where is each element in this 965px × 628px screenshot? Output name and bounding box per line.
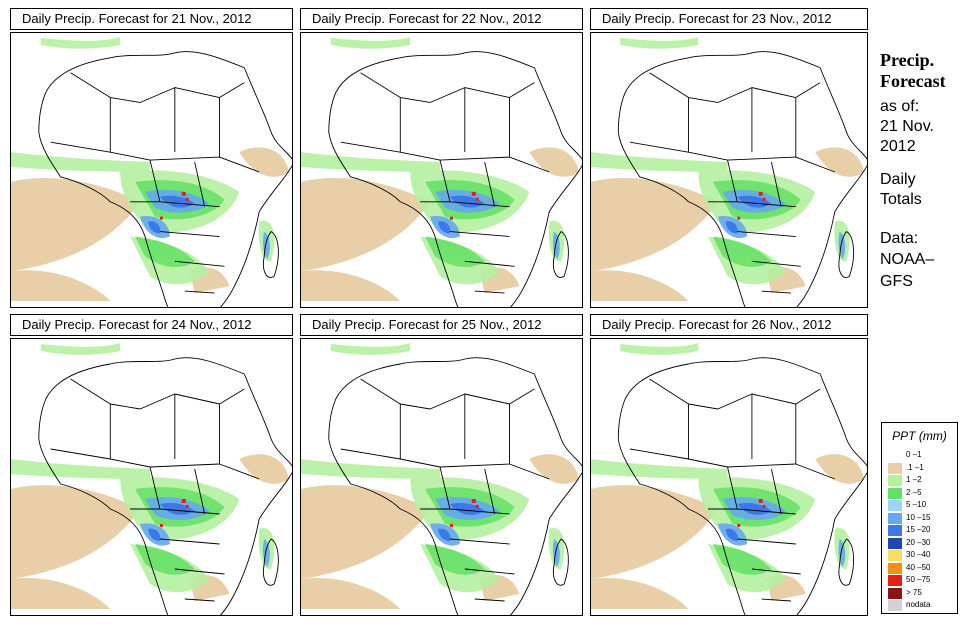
data-line2: NOAA– [880, 251, 935, 268]
legend-swatch [888, 475, 902, 486]
precip-map [300, 338, 583, 616]
panel-title: Daily Precip. Forecast for 22 Nov., 2012 [300, 8, 583, 30]
forecast-panel-5: Daily Precip. Forecast for 25 Nov., 2012 [300, 314, 583, 616]
data-line3: GFS [880, 273, 913, 290]
legend-label: > 75 [906, 587, 922, 597]
legend-swatch [888, 525, 902, 536]
legend-label: 0 –1 [906, 450, 922, 459]
legend-label: .1 –1 [906, 462, 924, 472]
asof-line1: as of: [880, 98, 920, 115]
forecast-panel-1: Daily Precip. Forecast for 21 Nov., 2012 [10, 8, 293, 308]
data-line1: Data: [880, 230, 919, 247]
legend-label: 15 –20 [906, 525, 931, 534]
forecast-panel-6: Daily Precip. Forecast for 26 Nov., 2012 [590, 314, 868, 616]
legend-label: nodata [906, 600, 931, 609]
forecast-panel-4: Daily Precip. Forecast for 24 Nov., 2012 [10, 314, 293, 616]
legend-label: 1 –2 [906, 475, 922, 484]
daily-line1: Daily [880, 171, 916, 188]
precip-legend: PPT (mm) 0 –1 .1 –1 1 –2 2 –5 5 –10 10 –15 15 … [881, 422, 958, 614]
precip-map [590, 32, 868, 308]
legend-swatch [888, 600, 902, 611]
legend-label: 50 –75 [906, 575, 931, 584]
legend-label: 5 –10 [906, 500, 927, 509]
legend-label: 40 –50 [906, 562, 931, 572]
legend-swatch [888, 537, 902, 549]
asof-line3: 2012 [880, 138, 916, 155]
legend-title: PPT (mm) [892, 429, 947, 443]
precip-map [10, 338, 293, 616]
legend-swatch [888, 462, 902, 474]
precip-map [590, 338, 868, 616]
legend-swatch [888, 450, 902, 461]
panel-title: Daily Precip. Forecast for 26 Nov., 2012 [590, 314, 868, 336]
legend-swatch [888, 550, 902, 561]
legend-label: 30 –40 [906, 550, 931, 559]
sidebar-title-line1: Precip. [880, 50, 935, 70]
legend-swatch [888, 487, 902, 499]
legend-label: 10 –15 [906, 512, 931, 522]
forecast-panel-3: Daily Precip. Forecast for 23 Nov., 2012 [590, 8, 868, 308]
panel-title: Daily Precip. Forecast for 24 Nov., 2012 [10, 314, 293, 336]
precip-map [10, 32, 293, 308]
forecast-panel-2: Daily Precip. Forecast for 22 Nov., 2012 [300, 8, 583, 308]
legend-swatch [888, 587, 902, 599]
legend-label: 2 –5 [906, 487, 922, 497]
panel-title: Daily Precip. Forecast for 25 Nov., 2012 [300, 314, 583, 336]
legend-swatch [888, 562, 902, 574]
legend-swatch [888, 575, 902, 586]
panel-title: Daily Precip. Forecast for 23 Nov., 2012 [590, 8, 868, 30]
legend-swatch [888, 512, 902, 524]
legend-swatch [888, 500, 902, 511]
panel-title: Daily Precip. Forecast for 21 Nov., 2012 [10, 8, 293, 30]
daily-line2: Totals [880, 191, 922, 208]
asof-line2: 21 Nov. [880, 118, 934, 135]
precip-map [300, 32, 583, 308]
sidebar-title-line2: Forecast [880, 71, 946, 91]
legend-label: 20 –30 [906, 537, 931, 547]
